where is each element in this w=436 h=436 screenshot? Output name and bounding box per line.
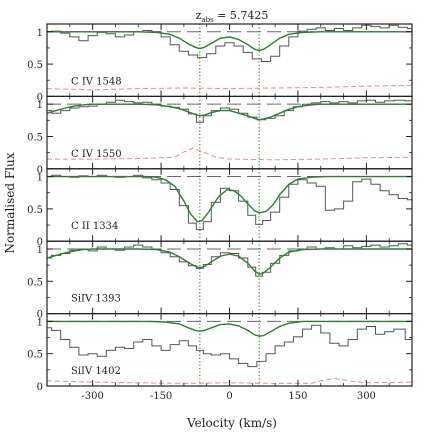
ion-label: C IV 1550 — [71, 149, 122, 160]
ion-label: SiIV 1393 — [71, 294, 121, 305]
x-tick-label: -150 — [150, 391, 172, 402]
error-spectrum — [47, 377, 412, 384]
model-fit-line — [47, 175, 412, 223]
y-tick-label: 0 — [37, 92, 43, 103]
flux-data-histogram — [47, 99, 412, 123]
chart-title-subscript: abs — [201, 16, 214, 24]
panel-plot-area — [47, 241, 412, 314]
y-tick-label: 1 — [37, 173, 43, 184]
ion-label: C IV 1548 — [71, 76, 122, 87]
y-tick-label: 1 — [37, 28, 43, 39]
chart-title: zabs = 5.7425 — [196, 9, 269, 24]
x-tick-label: 150 — [288, 391, 307, 402]
model-fit-line — [47, 31, 412, 52]
error-spectrum — [47, 147, 412, 161]
panel-4: 0 0.5 1 SiIV 1393 — [27, 240, 413, 321]
chart-title-z: z — [196, 9, 202, 22]
x-tick-label: 300 — [357, 391, 376, 402]
flux-data-histogram — [47, 24, 412, 62]
model-fit-line — [47, 320, 412, 337]
x-axis-label: Velocity (km/s) — [186, 416, 277, 430]
ion-label: SiIV 1402 — [71, 366, 121, 377]
x-tick-label: 0 — [226, 391, 232, 402]
y-tick-label: 0.5 — [27, 132, 43, 143]
y-tick-label: 1 — [37, 100, 43, 111]
y-tick-label: 0.5 — [27, 205, 43, 216]
ion-label: C II 1334 — [71, 221, 118, 232]
y-tick-label: 0.5 — [27, 277, 43, 288]
panel-5: 0 0.5 1 SiIV 1402 — [27, 313, 413, 393]
panel-plot-area — [47, 24, 412, 97]
model-fit-line — [47, 248, 412, 275]
panel-plot-area — [47, 96, 412, 169]
chart-title-value: = 5.7425 — [214, 9, 269, 22]
panel-2: 0 0.5 1 C IV 1550 — [27, 95, 413, 176]
y-tick-label: 0 — [37, 310, 43, 321]
panel-3: 0 0.5 1 C II 1334 — [27, 168, 413, 248]
y-tick-label: 0 — [37, 165, 43, 176]
y-tick-label: 1 — [37, 245, 43, 256]
y-tick-label: 0.5 — [27, 350, 43, 361]
panel-1: 0 0.5 1 C IV 1548 — [27, 23, 413, 103]
y-axis-label: Normalised Flux — [3, 152, 17, 253]
y-tick-label: 0 — [37, 382, 43, 393]
y-tick-label: 0.5 — [27, 60, 43, 71]
y-tick-label: 1 — [37, 317, 43, 328]
y-tick-label: 0 — [37, 237, 43, 248]
flux-data-histogram — [47, 324, 412, 368]
error-spectrum — [47, 84, 412, 91]
model-fit-line — [47, 103, 412, 121]
x-tick-label: -300 — [81, 391, 103, 402]
